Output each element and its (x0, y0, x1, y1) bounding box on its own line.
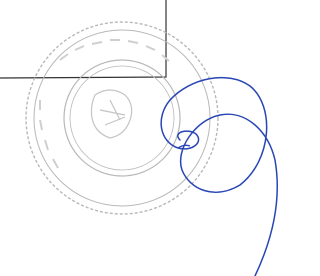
document-scan (0, 0, 291, 276)
page (0, 0, 291, 276)
paper (0, 0, 291, 276)
